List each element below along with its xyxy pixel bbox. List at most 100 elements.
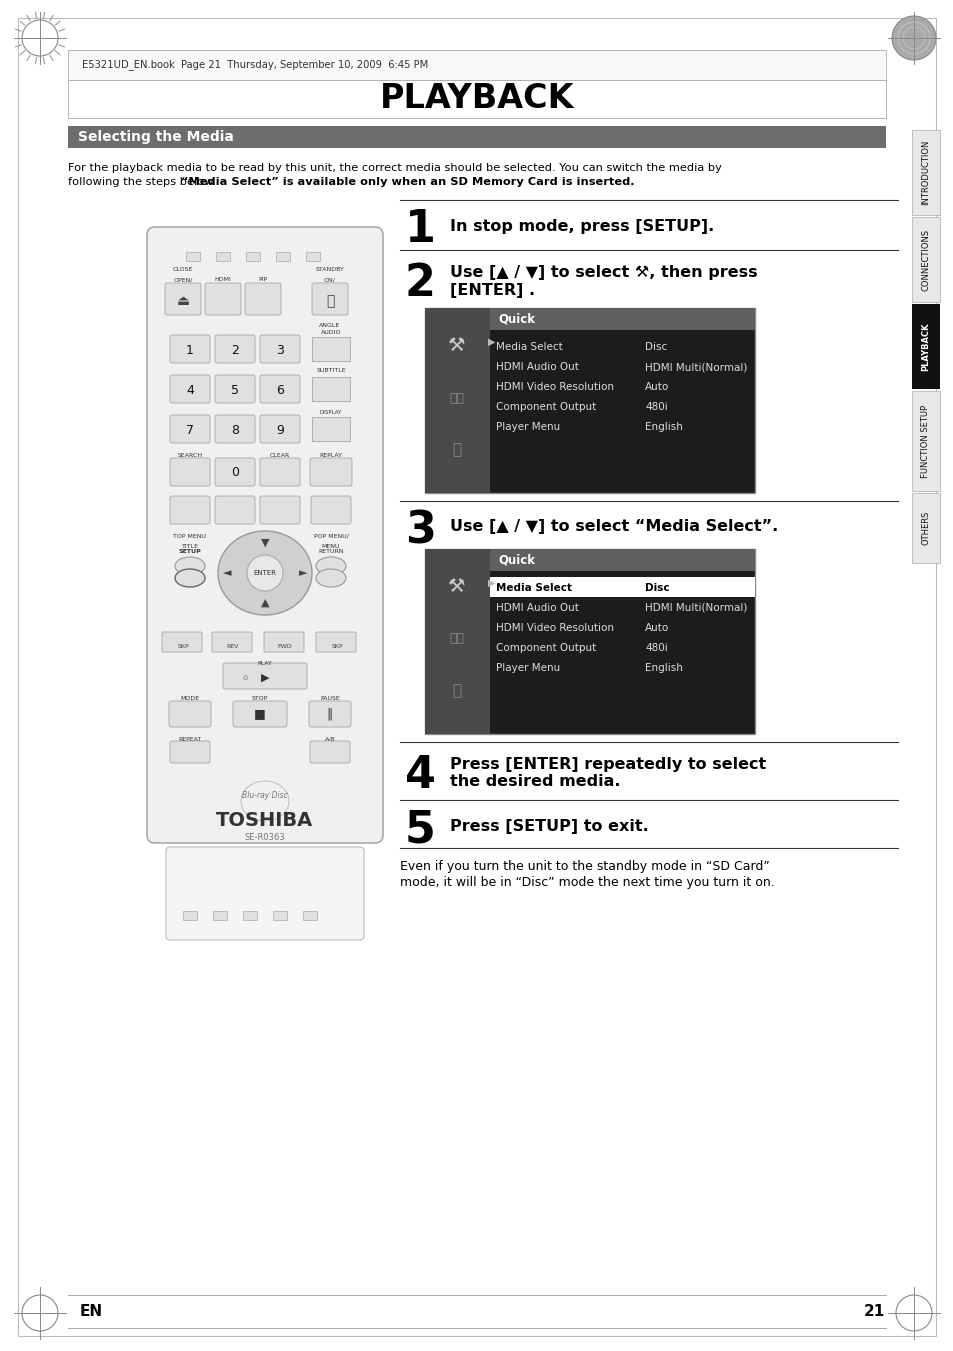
Text: ON/: ON/ [324,277,335,282]
Text: REPEAT: REPEAT [178,738,201,742]
FancyBboxPatch shape [310,458,352,486]
Text: PLAYBACK: PLAYBACK [379,82,574,115]
Text: Use [▲ / ▼] to select “Media Select”.: Use [▲ / ▼] to select “Media Select”. [450,520,778,535]
Text: ⏻: ⏻ [326,295,334,308]
Text: FWD: FWD [277,644,292,650]
Bar [246,253,260,261]
Text: DISPLAY: DISPLAY [319,409,342,415]
FancyBboxPatch shape [214,376,254,403]
Bar [424,549,490,734]
FancyBboxPatch shape [260,458,299,486]
Text: 9: 9 [275,423,284,436]
Circle shape [891,16,935,59]
Text: SKP: SKP [331,644,342,650]
Text: 480i: 480i [644,643,667,653]
Text: SE-R0363: SE-R0363 [244,834,285,843]
Text: “Media Select” is available only when an SD Memory Card is inserted.: “Media Select” is available only when an… [181,177,634,186]
FancyBboxPatch shape [170,376,210,403]
Bar [215,253,230,261]
Ellipse shape [315,569,346,586]
FancyBboxPatch shape [205,282,241,315]
Text: TOSHIBA: TOSHIBA [216,812,314,831]
Text: 🖼: 🖼 [452,443,461,458]
FancyBboxPatch shape [310,740,350,763]
FancyBboxPatch shape [170,496,210,524]
FancyBboxPatch shape [214,415,254,443]
Text: 4: 4 [186,384,193,396]
Bar [243,911,256,920]
Text: AUDIO: AUDIO [320,330,341,335]
Text: ANGLE: ANGLE [319,323,340,328]
Bar [424,308,490,493]
Text: ►: ► [298,567,307,578]
Text: CLEAR: CLEAR [270,453,290,458]
Text: Selecting the Media: Selecting the Media [78,130,233,145]
FancyBboxPatch shape [312,282,348,315]
FancyBboxPatch shape [212,632,252,653]
Text: Even if you turn the unit to the standby mode in “SD Card”: Even if you turn the unit to the standby… [399,861,769,873]
FancyBboxPatch shape [165,282,201,315]
Text: SKP: SKP [177,644,189,650]
Text: 3: 3 [275,343,284,357]
Text: ⚒: ⚒ [448,577,465,597]
Bar [275,253,290,261]
Text: INTRODUCTION: INTRODUCTION [921,139,929,205]
FancyBboxPatch shape [214,496,254,524]
Text: REPLAY: REPLAY [319,453,342,458]
Bar [424,549,754,734]
Bar [911,130,939,215]
Text: Blu-ray Disc: Blu-ray Disc [242,792,288,801]
FancyBboxPatch shape [233,701,287,727]
Text: Press [SETUP] to exit.: Press [SETUP] to exit. [450,819,648,834]
Text: ▶: ▶ [488,336,495,347]
Text: Player Menu: Player Menu [496,663,559,673]
Bar [306,253,319,261]
FancyBboxPatch shape [170,740,210,763]
Bar [312,377,350,401]
Text: HDMI Multi(Normal): HDMI Multi(Normal) [644,362,746,372]
Text: o: o [242,674,247,682]
Text: Auto: Auto [644,623,669,634]
Text: mode, it will be in “Disc” mode the next time you turn it on.: mode, it will be in “Disc” mode the next… [399,875,774,889]
Text: PLAY: PLAY [257,661,273,666]
Text: HDMI Audio Out: HDMI Audio Out [496,603,578,613]
Text: HDMI Multi(Normal): HDMI Multi(Normal) [644,603,746,613]
Text: STANDBY: STANDBY [315,267,344,272]
Text: ▶: ▶ [488,578,495,588]
FancyBboxPatch shape [170,335,210,363]
Text: EN: EN [80,1304,103,1319]
Text: Use [▲ / ▼] to select ⚒, then press: Use [▲ / ▼] to select ⚒, then press [450,265,757,280]
FancyBboxPatch shape [309,701,351,727]
Text: A-B: A-B [324,738,335,742]
Text: English: English [644,422,682,432]
Text: the desired media.: the desired media. [450,774,619,789]
Text: 3: 3 [405,509,436,553]
Text: HDMI Video Resolution: HDMI Video Resolution [496,382,614,392]
FancyBboxPatch shape [315,632,355,653]
Text: 1: 1 [186,343,193,357]
Text: TOP MENU: TOP MENU [173,534,206,539]
FancyBboxPatch shape [169,701,211,727]
Text: ▲: ▲ [260,598,269,608]
Text: Press [ENTER] repeatedly to select: Press [ENTER] repeatedly to select [450,757,765,771]
Bar [911,218,939,303]
Ellipse shape [315,557,346,576]
Text: MODE: MODE [180,696,199,701]
FancyBboxPatch shape [147,227,382,843]
Text: PLAYBACK: PLAYBACK [921,323,929,370]
Ellipse shape [174,569,205,586]
Text: STOP: STOP [252,696,268,701]
Text: TITLE: TITLE [181,544,198,549]
Text: Media Select: Media Select [496,342,562,353]
Text: HDMI Video Resolution: HDMI Video Resolution [496,623,614,634]
Bar [490,308,754,330]
Text: following the steps below.: following the steps below. [68,177,223,186]
Text: CONNECTIONS: CONNECTIONS [921,228,929,290]
Text: Component Output: Component Output [496,643,596,653]
Text: In stop mode, press [SETUP].: In stop mode, press [SETUP]. [450,219,714,234]
Bar [68,50,885,80]
Bar [68,80,885,118]
FancyBboxPatch shape [162,632,202,653]
Text: ⚒: ⚒ [448,336,465,355]
Text: SETUP: SETUP [178,549,201,554]
